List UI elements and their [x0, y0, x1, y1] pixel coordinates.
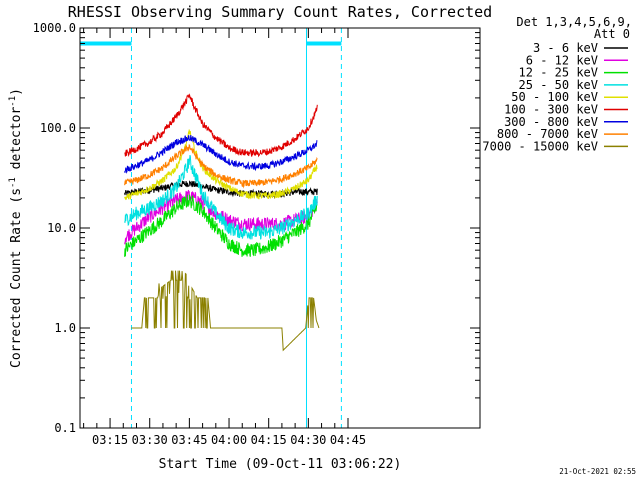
x-tick-label: 04:30	[290, 433, 326, 447]
x-tick-label: 03:30	[132, 433, 168, 447]
legend-label: 7000 - 15000 keV	[482, 139, 598, 153]
series-line-5	[124, 93, 318, 158]
x-tick-label: 03:45	[171, 433, 207, 447]
axes: 0.1 1.0 10.0 100.0 1000.0 03:15 03:30 03:45 04:0…	[33, 21, 481, 447]
y-axis-label-main: Corrected Count Rate (s	[9, 188, 24, 368]
x-tick-label: 04:00	[211, 433, 247, 447]
series-line-6	[124, 135, 318, 174]
legend-label: 800 - 7000 keV	[497, 127, 598, 141]
legend-label: 6 - 12 keV	[526, 53, 598, 67]
chart-title: RHESSI Observing Summary Count Rates, Co…	[68, 3, 492, 21]
y-tick-label: 100.0	[40, 121, 76, 135]
series-line-7	[124, 144, 318, 189]
x-tick-label: 04:45	[330, 433, 366, 447]
x-tick-label: 04:15	[251, 433, 287, 447]
legend-label: 300 - 800 keV	[504, 115, 598, 129]
legend-header-detectors: Det 1,3,4,5,6,9,	[516, 15, 632, 29]
series-line-4	[124, 129, 318, 201]
legend-header-attenuator: Att 0	[594, 27, 630, 41]
x-axis-label: Start Time (09-Oct-11 03:06:22)	[159, 457, 402, 472]
footer-timestamp: 21-Oct-2021 02:55	[559, 467, 636, 476]
y-tick-label: 1000.0	[33, 21, 76, 35]
y-axis-label-sup1: -1	[8, 177, 18, 188]
y-tick-label: 10.0	[47, 221, 76, 235]
y-tick-label: 1.0	[54, 321, 76, 335]
y-axis-label-sup2: -1	[8, 96, 18, 107]
y-axis-label: Corrected Count Rate (s-1 detector-1)	[8, 88, 24, 368]
legend-label: 50 - 100 keV	[511, 90, 598, 104]
series-line-3	[124, 154, 318, 240]
series-line-8	[131, 270, 320, 352]
legend-label: 25 - 50 keV	[519, 78, 598, 92]
series-line-2	[124, 194, 318, 257]
x-tick-label: 03:15	[92, 433, 128, 447]
legend-label: 12 - 25 keV	[519, 66, 598, 80]
y-axis-label-end: )	[9, 88, 24, 96]
legend-label: 100 - 300 keV	[504, 103, 598, 117]
y-axis-label-mid: detector	[9, 107, 24, 178]
y-tick-label: 0.1	[54, 421, 76, 435]
legend-label: 3 - 6 keV	[533, 41, 598, 55]
